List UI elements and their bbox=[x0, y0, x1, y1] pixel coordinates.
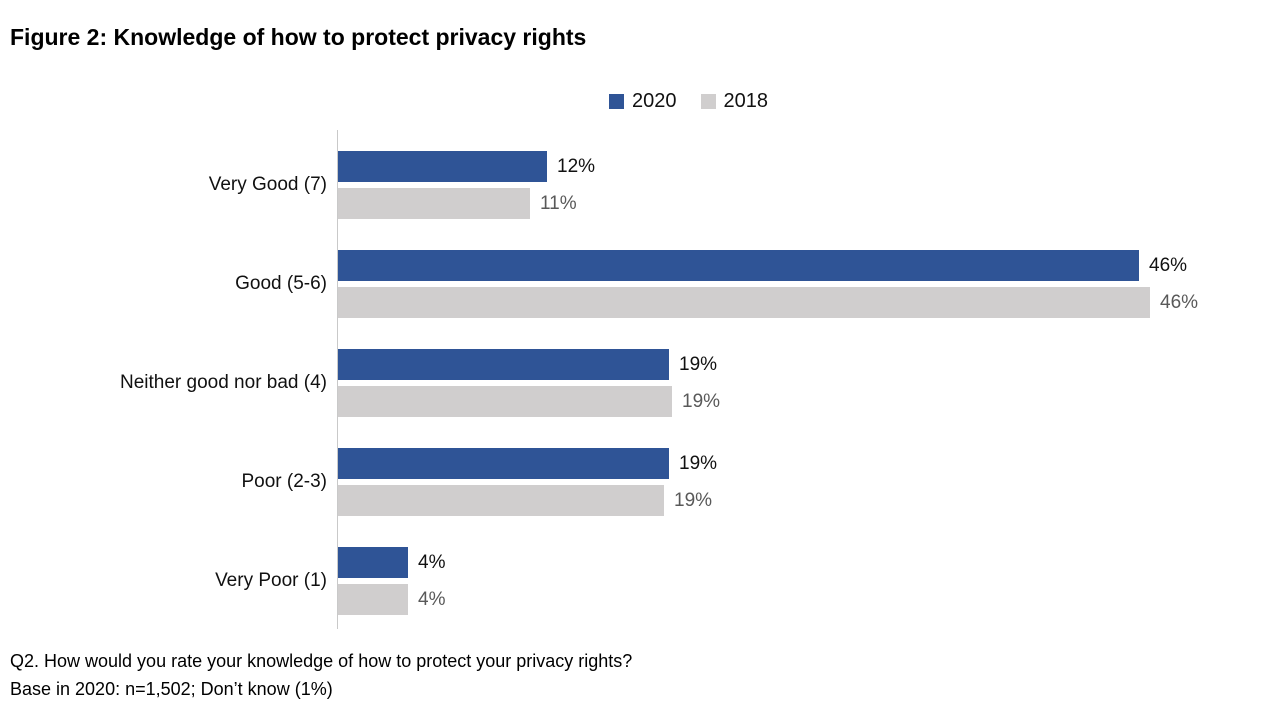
legend-item-2018: 2018 bbox=[700, 90, 769, 113]
value-label-2018: 19% bbox=[682, 391, 721, 412]
legend-item-2020: 2020 bbox=[609, 90, 677, 113]
legend-label: 2020 bbox=[632, 90, 677, 112]
legend-label: 2018 bbox=[723, 90, 769, 112]
bar-2020 bbox=[338, 448, 669, 479]
footnote-base: Base in 2020: n=1,502; Don’t know (1%) bbox=[10, 679, 333, 699]
value-label-2020: 46% bbox=[1149, 255, 1188, 276]
bar-2020 bbox=[338, 250, 1139, 281]
bar-2018 bbox=[338, 584, 408, 615]
bar-2020 bbox=[338, 349, 669, 380]
bar-2018 bbox=[338, 287, 1150, 318]
y-axis-line bbox=[337, 130, 338, 629]
legend-swatch-icon bbox=[700, 94, 716, 109]
bar-2018 bbox=[338, 188, 530, 219]
value-label-2018: 19% bbox=[674, 490, 713, 511]
value-label-2020: 4% bbox=[418, 552, 446, 573]
value-label-2018: 46% bbox=[1160, 292, 1199, 313]
bar-2018 bbox=[338, 386, 672, 417]
value-label-2020: 19% bbox=[679, 354, 718, 375]
category-label: Good (5-6) bbox=[235, 273, 327, 294]
footnote: Q2. How would you rate your knowledge of… bbox=[10, 647, 632, 703]
category-label: Very Good (7) bbox=[208, 174, 327, 195]
bar-2020 bbox=[338, 547, 408, 578]
legend-swatch-icon bbox=[609, 94, 624, 109]
footnote-question: Q2. How would you rate your knowledge of… bbox=[10, 651, 633, 671]
figure-title: Figure 2: Knowledge of how to protect pr… bbox=[10, 24, 587, 50]
value-label-2020: 19% bbox=[679, 453, 718, 474]
plot-area: 12% 11% 46% 46% 19% 19% 19% 19% 4% 4% bbox=[337, 130, 1198, 630]
value-label-2018: 4% bbox=[418, 589, 446, 610]
bar-2020 bbox=[338, 151, 547, 182]
bar-2018 bbox=[338, 485, 664, 516]
chart-legend: 2020 2018 bbox=[609, 90, 768, 113]
category-label: Very Poor (1) bbox=[215, 570, 327, 591]
value-label-2018: 11% bbox=[540, 193, 577, 214]
value-label-2020: 12% bbox=[557, 156, 596, 177]
category-label: Neither good nor bad (4) bbox=[119, 372, 327, 393]
category-label: Poor (2-3) bbox=[241, 471, 327, 492]
